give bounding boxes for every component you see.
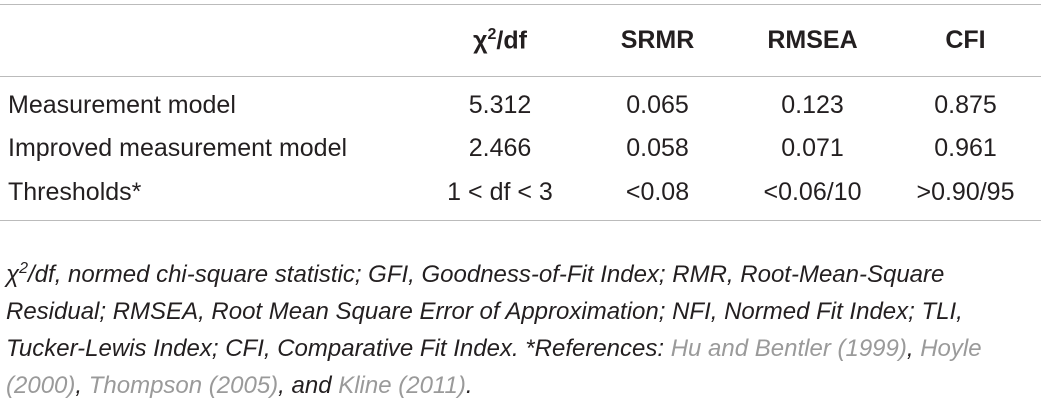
header-cell: CFI xyxy=(890,4,1041,77)
reference-link: Hoyle (2000) xyxy=(6,335,982,399)
footnote-text: . xyxy=(465,372,473,399)
table-cell: <0.06/10 xyxy=(763,178,862,207)
table-cell: >0.90/95 xyxy=(916,178,1015,207)
table-row: Improved measurement model 2.466 0.058 0.07… xyxy=(0,125,1041,173)
footnote: χ2/df, normed chi-square statistic; GFI,… xyxy=(6,250,1036,404)
table-cell: 0.058 xyxy=(626,134,689,162)
table-cell: 0.065 xyxy=(626,90,689,119)
reference-link: Kline (2011) xyxy=(338,372,466,399)
header-cell: RMSEA xyxy=(735,4,890,77)
header-text: /df xyxy=(496,26,527,55)
table-row: Thresholds* 1 < df < 3 <0.08 <0.06/10 >0.90/… xyxy=(0,173,1041,221)
reference-link: Thompson (2005) xyxy=(88,372,279,399)
table-cell: <0.08 xyxy=(625,178,690,207)
table-cell: 1 < df < 3 xyxy=(447,178,553,207)
table-cell: 0.123 xyxy=(781,90,844,119)
footnote-text: , xyxy=(75,372,89,399)
fit-table: χ2/df SRMR RMSEA CFI Measurement model 5.31… xyxy=(0,4,1041,221)
table-header: χ2/df SRMR RMSEA CFI xyxy=(0,4,1041,77)
table-cell: 0.961 xyxy=(934,134,997,162)
reference-link: Hu and Bentler (1999) xyxy=(670,335,907,362)
table-row: Measurement model 5.312 0.065 0.123 0.875 xyxy=(0,77,1041,125)
header-cell: χ2/df xyxy=(420,4,580,77)
table-cell: 5.312 xyxy=(468,90,532,119)
header-row: χ2/df SRMR RMSEA CFI xyxy=(0,4,1041,77)
table-cell: 2.466 xyxy=(468,134,532,162)
header-sup: 2 xyxy=(487,25,497,43)
row-label: Thresholds* xyxy=(8,178,142,207)
row-label: Improved measurement model xyxy=(8,134,348,162)
footnote-sup: 2 xyxy=(19,260,29,277)
footnote-text: χ xyxy=(6,261,20,288)
footnote-text: , and xyxy=(278,372,339,399)
table-cell: 0.071 xyxy=(781,134,844,162)
footnote-text: , xyxy=(906,335,921,362)
table-body: Measurement model 5.312 0.065 0.123 0.875 Imp… xyxy=(0,77,1041,221)
table-cell: 0.875 xyxy=(934,90,997,119)
footnote-text: /df, normed chi-square statistic; GFI, G… xyxy=(6,261,963,362)
header-text: χ xyxy=(473,26,488,55)
header-cell xyxy=(0,4,420,77)
header-cell: SRMR xyxy=(580,4,735,77)
row-label: Measurement model xyxy=(8,90,236,119)
